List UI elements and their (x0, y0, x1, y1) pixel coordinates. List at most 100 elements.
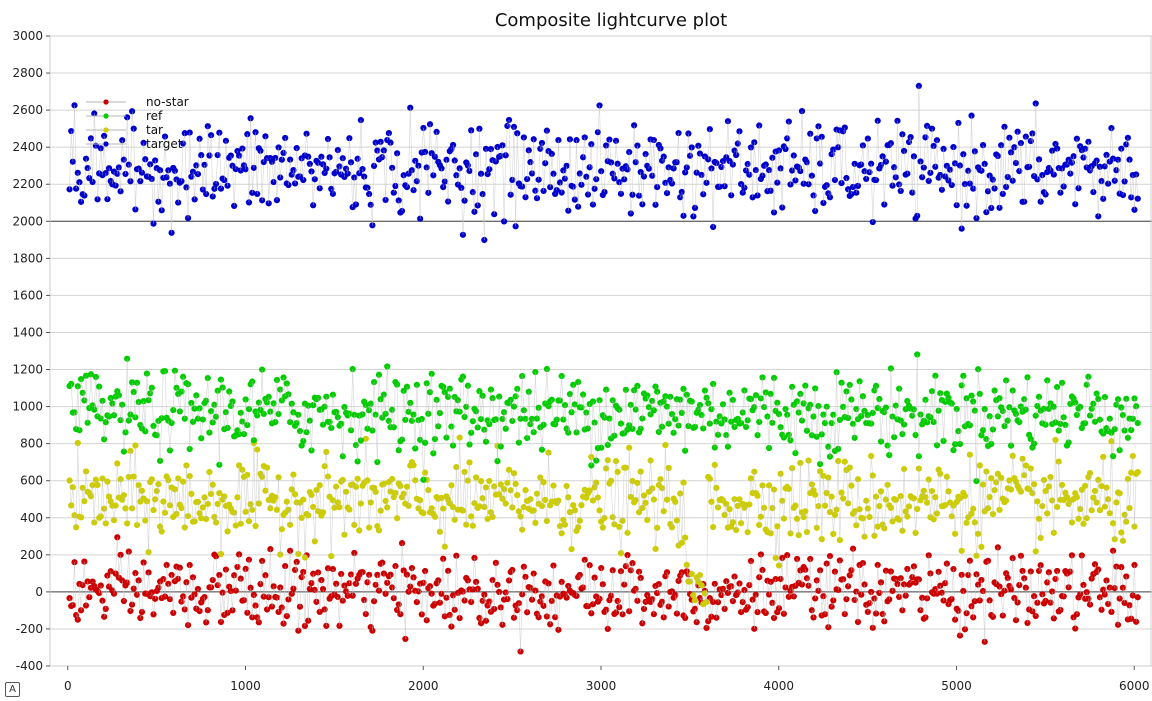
data-point-target (614, 160, 621, 167)
connector-line (232, 401, 235, 437)
connector-line (808, 460, 811, 494)
connector-line (857, 165, 860, 186)
connector-line (411, 170, 414, 191)
connector-line (732, 499, 735, 523)
connector-line (679, 493, 683, 543)
connector-line (739, 131, 742, 185)
connector-line (857, 381, 860, 420)
connector-line (966, 575, 969, 614)
connector-line (671, 414, 674, 433)
data-point-target (314, 159, 322, 166)
data-point-tar (1119, 537, 1127, 544)
connector-line (436, 131, 439, 162)
connector-line (255, 132, 258, 194)
connector-line (828, 556, 831, 628)
connector-line (806, 162, 809, 185)
connector-line (691, 573, 694, 596)
connector-line (245, 134, 248, 170)
connector-line (171, 167, 174, 233)
connector-line (628, 447, 632, 497)
connector-line (752, 599, 755, 629)
connector-line (84, 375, 87, 401)
connector-line (97, 386, 100, 417)
connector-line (495, 419, 498, 462)
connector-line (100, 148, 103, 176)
connector-line (1097, 479, 1101, 511)
connector-line (674, 399, 678, 420)
data-point-target (933, 137, 941, 144)
connector-line (1038, 518, 1041, 538)
connector-line (974, 522, 977, 556)
connector-line (931, 391, 934, 423)
connector-line (625, 467, 628, 533)
data-point-target (433, 128, 440, 136)
data-point-ref (198, 435, 205, 442)
connector-line (446, 570, 449, 598)
connector-line (956, 408, 959, 432)
connector-line (1132, 398, 1135, 419)
connector-line (735, 505, 739, 531)
connector-line (804, 511, 808, 533)
connector-line (1117, 598, 1120, 625)
connector-line (159, 170, 163, 211)
connector-line (146, 572, 149, 594)
data-point-tar (237, 520, 244, 527)
connector-line (454, 555, 457, 610)
connector-line (164, 564, 167, 597)
connector-line (380, 484, 383, 511)
connector-line (158, 484, 161, 527)
connector-line (131, 476, 135, 509)
connector-line (558, 500, 561, 527)
data-point-tar (239, 466, 246, 473)
connector-line (609, 139, 612, 163)
connector-line (1099, 486, 1102, 511)
connector-line (959, 385, 962, 445)
connector-line (635, 385, 638, 410)
connector-line (464, 162, 467, 201)
data-point-target (239, 145, 246, 152)
connector-line (475, 477, 479, 508)
connector-line (429, 124, 432, 154)
connector-line (233, 169, 237, 206)
connector-line (488, 481, 492, 513)
data-point-no-star (1134, 594, 1141, 601)
connector-line (732, 576, 735, 602)
connector-line (126, 476, 130, 524)
data-point-target (152, 157, 159, 164)
connector-line (459, 379, 462, 412)
connector-line (551, 565, 554, 601)
connector-line (479, 481, 482, 507)
data-point-no-star (352, 580, 360, 587)
data-point-tar (611, 521, 618, 528)
connector-line (628, 404, 632, 426)
connector-line (814, 138, 818, 212)
connector-line (521, 566, 525, 595)
connector-line (770, 393, 773, 423)
data-point-target (305, 153, 312, 160)
connector-line (1010, 455, 1013, 490)
connector-line (523, 137, 526, 198)
connector-line (375, 414, 378, 463)
connector-line (332, 569, 335, 595)
connector-line (349, 484, 352, 510)
connector-line (770, 157, 773, 191)
connector-line (144, 373, 148, 432)
connector-line (488, 389, 492, 425)
connector-line (120, 140, 123, 192)
connector-line (719, 166, 722, 187)
connector-line (862, 563, 865, 585)
connector-line (1025, 377, 1028, 410)
connector-line (255, 449, 258, 527)
connector-line (1112, 429, 1116, 457)
data-point-target (696, 150, 704, 157)
connector-line (276, 379, 279, 415)
connector-line (205, 378, 209, 401)
connector-line (609, 418, 612, 439)
connector-line (102, 400, 105, 440)
connector-line (302, 403, 306, 442)
connector-line (628, 570, 632, 612)
connector-line (918, 414, 921, 457)
connector-line (75, 386, 79, 430)
data-point-target (282, 134, 289, 142)
